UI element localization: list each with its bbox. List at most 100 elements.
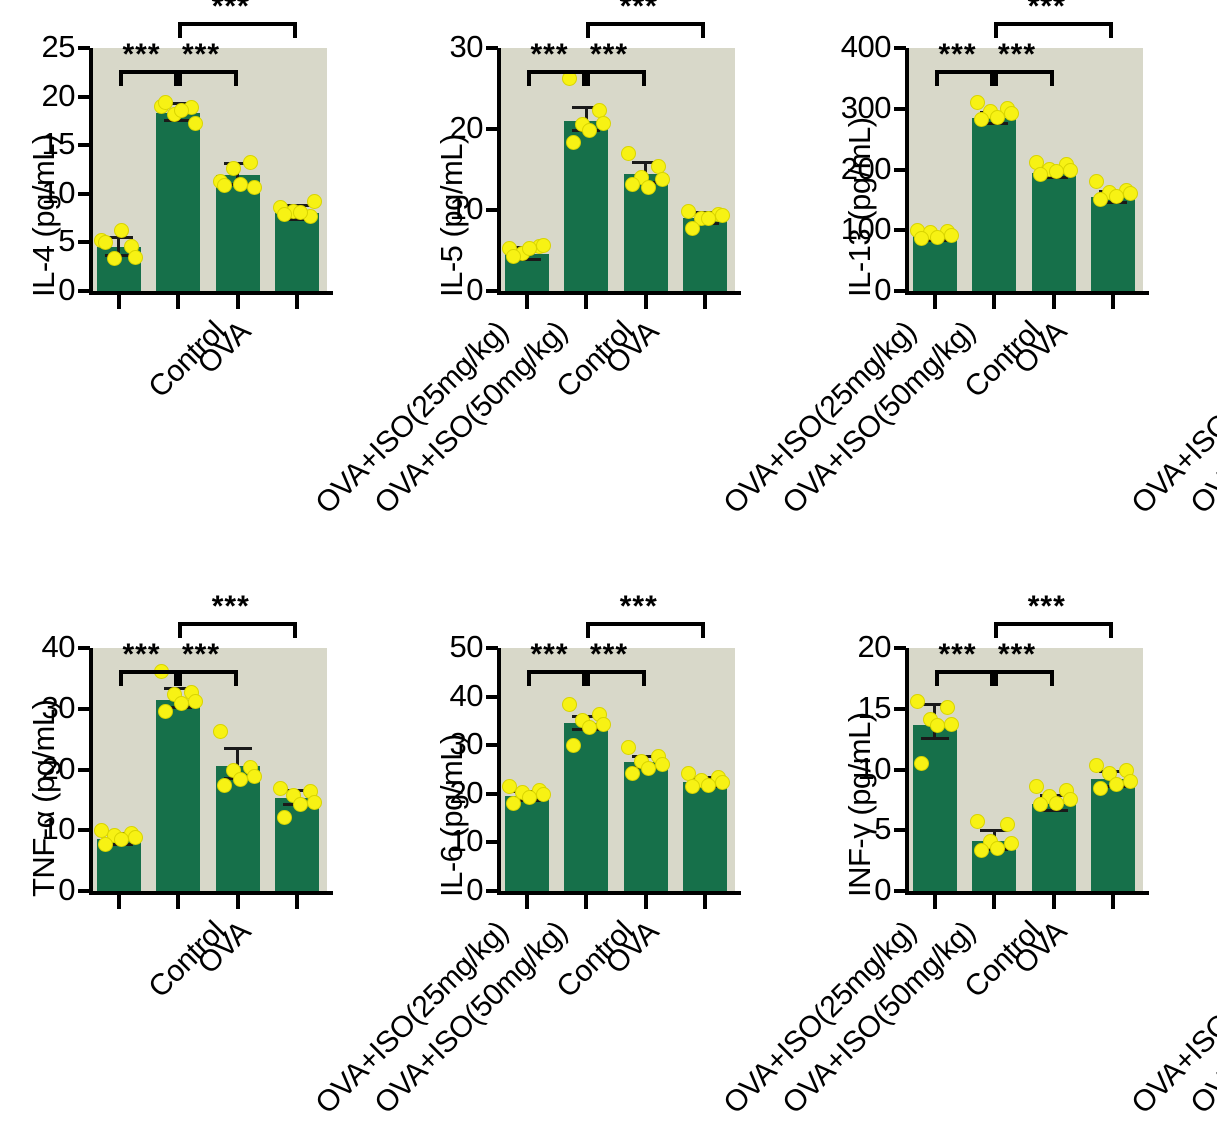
significance-stars: *** [938, 38, 977, 71]
data-point [565, 737, 581, 753]
chart-panel-il4: 0 5 10 15 20 25 IL-4 (pg/mL) Control OVA OVA+ISO(… [0, 0, 574, 520]
y-tick-label: 0 [58, 272, 75, 307]
significance-bracket-tick [178, 70, 183, 86]
y-tick [78, 46, 90, 50]
data-point [714, 208, 730, 224]
significance-stars: *** [530, 38, 569, 71]
data-point [213, 724, 229, 740]
y-tick [894, 889, 906, 893]
significance-bracket-tick [994, 670, 999, 686]
data-point [581, 123, 597, 139]
y-tick-label: 20 [41, 750, 76, 786]
data-point [655, 757, 671, 773]
significance-bracket-tick [178, 22, 183, 38]
significance-bracket-tick [582, 70, 587, 86]
significance-bracket-tick [118, 670, 123, 686]
x-tick [584, 295, 589, 309]
data-point [247, 180, 263, 196]
data-point [98, 234, 114, 250]
significance-bracket-tick [586, 670, 591, 686]
y-tick [894, 828, 906, 833]
data-point [1092, 781, 1108, 797]
y-tick-label: 0 [466, 872, 483, 907]
x-tick [116, 295, 121, 309]
y-tick [486, 791, 498, 796]
data-point [114, 223, 130, 239]
data-point [1033, 797, 1049, 813]
significance-bracket-tick [233, 70, 238, 86]
y-tick-label: 0 [58, 872, 75, 907]
x-tick [932, 895, 937, 909]
y-tick [78, 646, 90, 650]
significance-stars: *** [211, 590, 250, 623]
data-point [1049, 796, 1065, 812]
y-axis-label: IL-13 (pg/mL) [842, 117, 877, 297]
x-tick [1111, 295, 1116, 309]
data-point [506, 248, 522, 264]
significance-bracket-tick [526, 670, 531, 686]
bar-ova-iso-50mg-kg- [275, 213, 320, 291]
significance-bracket-tick [118, 70, 123, 86]
significance-bracket [586, 70, 646, 74]
significance-stars: *** [122, 38, 161, 71]
y-axis-line [497, 648, 501, 895]
significance-bracket [526, 670, 587, 674]
significance-bracket [586, 22, 706, 26]
y-axis-label: TNF-α (pg/mL) [26, 699, 61, 897]
bar-control [912, 724, 957, 891]
x-axis-line [89, 891, 333, 895]
significance-bracket-tick [990, 70, 995, 86]
significance-stars: *** [1027, 590, 1066, 623]
data-point [969, 95, 985, 111]
y-axis-line [497, 48, 501, 295]
y-tick-label: 5 [874, 811, 891, 847]
y-tick-label: 20 [857, 629, 892, 664]
y-tick [78, 191, 90, 196]
significance-bracket-tick [994, 70, 999, 86]
significance-bracket-tick [293, 22, 298, 38]
error-bar-cap [920, 736, 949, 740]
x-axis-line [497, 891, 741, 895]
data-point [1033, 166, 1049, 182]
data-point [306, 194, 322, 210]
significance-bracket-tick [641, 70, 646, 86]
chart-panel-tnfa: 0 10 20 30 40 TNF-α (pg/mL) Control OVA OVA+ISO(… [0, 592, 574, 1121]
data-point [684, 221, 700, 237]
chart-panel-infg: 0 5 10 15 20 INF-γ (pg/mL) Control OVA OVA+ISO(2… [816, 592, 1217, 1121]
data-point [98, 837, 114, 853]
y-tick [894, 228, 906, 233]
y-tick [894, 167, 906, 172]
data-point [1108, 776, 1124, 792]
error-bar [236, 747, 240, 778]
significance-bracket-tick [994, 22, 999, 38]
significance-stars: *** [182, 638, 221, 671]
significance-stars: *** [530, 638, 569, 671]
data-point [621, 739, 637, 755]
x-tick [932, 295, 937, 309]
y-tick [894, 706, 906, 711]
x-tick [1111, 895, 1116, 909]
y-tick-label: 25 [41, 29, 76, 64]
data-point [1088, 758, 1104, 774]
significance-stars: *** [619, 0, 658, 23]
data-point [217, 177, 233, 193]
y-tick-label: 20 [449, 774, 484, 810]
bar-control [504, 796, 549, 891]
significance-bracket [178, 670, 238, 674]
significance-bracket-tick [178, 670, 183, 686]
significance-bracket-tick [233, 670, 238, 686]
y-tick [486, 289, 498, 293]
data-point [914, 755, 930, 771]
bar-ova-iso-50mg-kg- [683, 781, 728, 891]
x-axis-line [905, 291, 1149, 295]
x-tick [1051, 295, 1056, 309]
y-tick-label: 15 [857, 689, 892, 725]
significance-bracket-tick [178, 622, 183, 638]
data-point [1063, 792, 1079, 808]
y-tick-label: 30 [449, 726, 484, 762]
y-axis-label: IL-5 (pg/mL) [434, 134, 469, 297]
data-point [1122, 774, 1138, 790]
y-tick [486, 743, 498, 748]
chart-panel-il13: 0 100 200 300 400 IL-13 (pg/mL) Control OVA OVA+… [816, 0, 1217, 520]
significance-bracket [178, 622, 298, 626]
